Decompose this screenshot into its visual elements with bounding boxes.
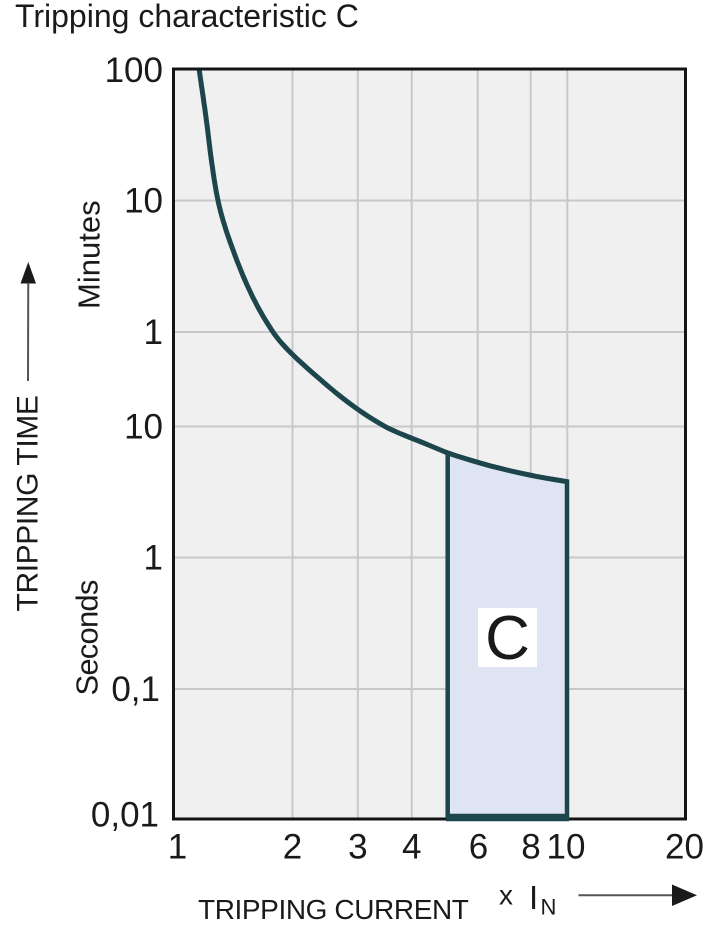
svg-text:x: x bbox=[499, 880, 513, 911]
svg-text:1: 1 bbox=[144, 313, 163, 352]
svg-text:100: 100 bbox=[105, 51, 163, 90]
svg-text:10: 10 bbox=[124, 408, 163, 447]
svg-text:TRIPPING TIME: TRIPPING TIME bbox=[12, 396, 45, 612]
svg-text:10: 10 bbox=[547, 828, 586, 867]
svg-text:0,01: 0,01 bbox=[91, 796, 159, 835]
svg-text:20: 20 bbox=[665, 828, 704, 867]
svg-text:3: 3 bbox=[348, 828, 367, 867]
svg-text:TRIPPING CURRENT: TRIPPING CURRENT bbox=[198, 894, 469, 925]
svg-text:8: 8 bbox=[521, 828, 540, 867]
svg-text:6: 6 bbox=[469, 828, 488, 867]
svg-text:4: 4 bbox=[402, 828, 421, 867]
svg-text:10: 10 bbox=[124, 182, 163, 221]
svg-text:Seconds: Seconds bbox=[70, 580, 105, 695]
svg-text:0,1: 0,1 bbox=[111, 670, 160, 709]
svg-text:2: 2 bbox=[283, 828, 302, 867]
svg-text:C: C bbox=[485, 604, 530, 673]
svg-text:Minutes: Minutes bbox=[72, 200, 107, 309]
svg-text:Tripping characteristic C: Tripping characteristic C bbox=[15, 0, 359, 34]
svg-text:N: N bbox=[541, 895, 557, 920]
svg-text:1: 1 bbox=[168, 828, 187, 867]
svg-text:1: 1 bbox=[144, 539, 163, 578]
svg-text:I: I bbox=[529, 879, 538, 916]
